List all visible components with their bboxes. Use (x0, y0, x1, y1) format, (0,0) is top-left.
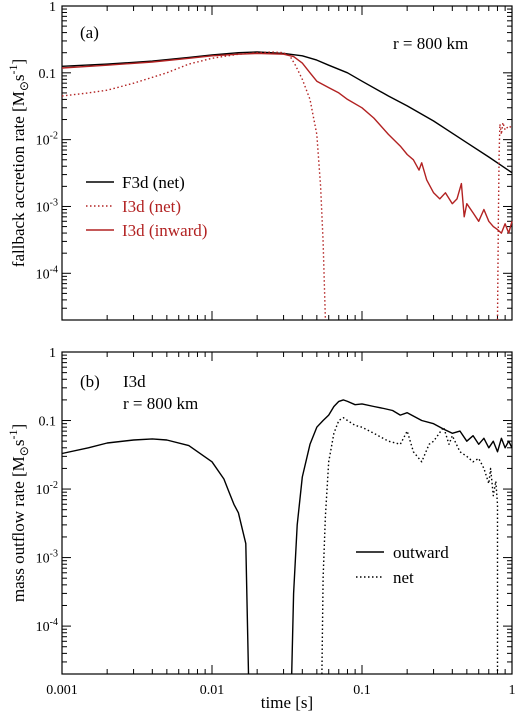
y-tick-label: 10-4 (36, 617, 58, 635)
panel-b-ylabel-sun: ⊙ (17, 446, 31, 456)
x-tick-label: 0.01 (200, 683, 225, 698)
legend-label-i3d-inward: I3d (inward) (122, 221, 207, 240)
panel-b-label: (b) (80, 372, 100, 391)
panel-b-ylabel-s: s (9, 440, 28, 447)
series-line-f3d-net (61, 51, 513, 174)
panel-a: 10-4 10-3 10-2 0.1 1 (a) r = 800 km F3d (net… (6, 0, 513, 321)
panel-b-ylabel-exp: -1 (6, 430, 20, 440)
panel-b-frame (61, 351, 513, 675)
panel-a-ylabel-close: ] (9, 59, 28, 65)
x-tick-label: 1 (509, 683, 516, 698)
panel-a-series (61, 51, 513, 321)
panel-b-ylabel-close: ] (9, 424, 28, 430)
panel-a-annotation: r = 800 km (393, 34, 468, 53)
y-tick-label: 1 (49, 346, 56, 361)
series-line-segment-3 (496, 121, 513, 321)
y-tick-label: 10-3 (36, 197, 58, 215)
legend-label-net: net (393, 568, 414, 587)
series-line-segment-1 (291, 399, 513, 675)
y-tick-label: 1 (49, 0, 56, 15)
panel-b-ticks: 0.001 0.01 0.1 1 10-4 10-3 10-2 0.1 1 (36, 346, 516, 698)
series-line-i3d-inward (61, 52, 513, 234)
panel-b-series (61, 399, 513, 675)
y-tick-label: 10-3 (36, 549, 58, 567)
x-axis-title: time [s] (261, 693, 313, 712)
panel-a-ticks: 10-4 10-3 10-2 0.1 1 (36, 0, 513, 321)
panel-a-ylabel-s: s (9, 74, 28, 81)
panel-a-ylabel-exp: -1 (6, 64, 20, 74)
panel-b-annotation-line1: I3d (123, 372, 146, 391)
panel-b-annotation-line2: r = 800 km (123, 394, 198, 413)
legend-label-i3d-net: I3d (net) (122, 197, 181, 216)
y-tick-label: 10-4 (36, 264, 58, 282)
y-tick-label: 10-2 (36, 480, 58, 498)
panel-b: 0.001 0.01 0.1 1 10-4 10-3 10-2 0.1 1 (b) I3d r … (6, 346, 516, 698)
panel-b-ylabel: mass outflow rate [M⊙s-1] (6, 424, 31, 602)
y-tick-label: 10-2 (36, 131, 58, 149)
panel-a-ylabel: fallback accretion rate [M⊙s-1] (6, 59, 31, 267)
panel-b-ylabel-main: mass outflow rate [M (9, 456, 28, 602)
panel-a-label: (a) (80, 23, 99, 42)
series-line-outward (61, 438, 250, 675)
y-tick-label: 0.1 (39, 67, 57, 82)
x-tick-label: 0.1 (353, 683, 371, 698)
panel-b-legend: outward net (356, 543, 449, 587)
panel-a-legend: F3d (net) I3d (net) I3d (inward) (86, 173, 207, 240)
panel-a-ylabel-main: fallback accretion rate [M (9, 91, 28, 267)
panel-a-ylabel-sun: ⊙ (17, 81, 31, 91)
y-tick-label: 0.1 (39, 415, 57, 430)
panel-a-frame (61, 5, 513, 321)
x-tick-label: 0.001 (46, 683, 78, 698)
legend-label-f3d-net: F3d (net) (122, 173, 185, 192)
legend-label-outward: outward (393, 543, 449, 562)
series-line-i3d-net (61, 51, 327, 321)
